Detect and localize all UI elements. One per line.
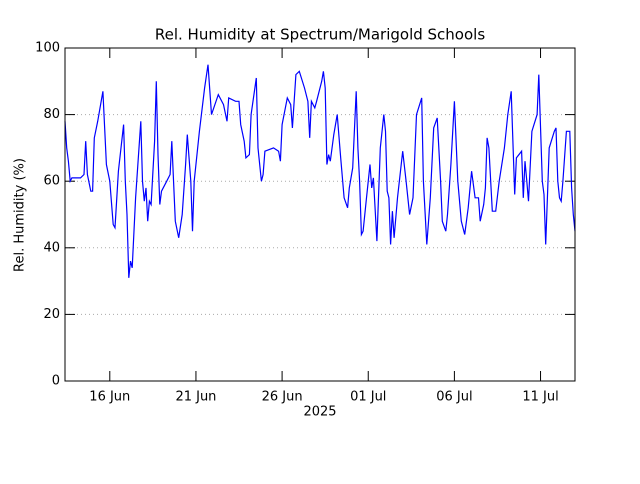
- x-tick-label: 11 Jul: [522, 390, 558, 405]
- data-line: [64, 64, 576, 278]
- y-tick-label: 20: [43, 307, 60, 322]
- y-axis-label: Rel. Humidity (%): [13, 158, 28, 272]
- y-tick-label: 100: [35, 41, 60, 56]
- chart-title: Rel. Humidity at Spectrum/Marigold Schoo…: [155, 26, 485, 44]
- y-tick-label: 0: [52, 374, 60, 389]
- x-tick-label: 01 Jul: [350, 390, 386, 405]
- plot-frame: [64, 47, 576, 382]
- x-tick-label: 16 Jun: [89, 390, 130, 405]
- x-axis-label: 2025: [303, 405, 336, 420]
- x-tick-label: 21 Jun: [175, 390, 216, 405]
- y-tick-label: 40: [43, 240, 60, 255]
- y-tick-label: 60: [43, 174, 60, 189]
- x-tick-label: 06 Jul: [436, 390, 472, 405]
- y-tick-label: 80: [43, 107, 60, 122]
- x-tick-label: 26 Jun: [262, 390, 303, 405]
